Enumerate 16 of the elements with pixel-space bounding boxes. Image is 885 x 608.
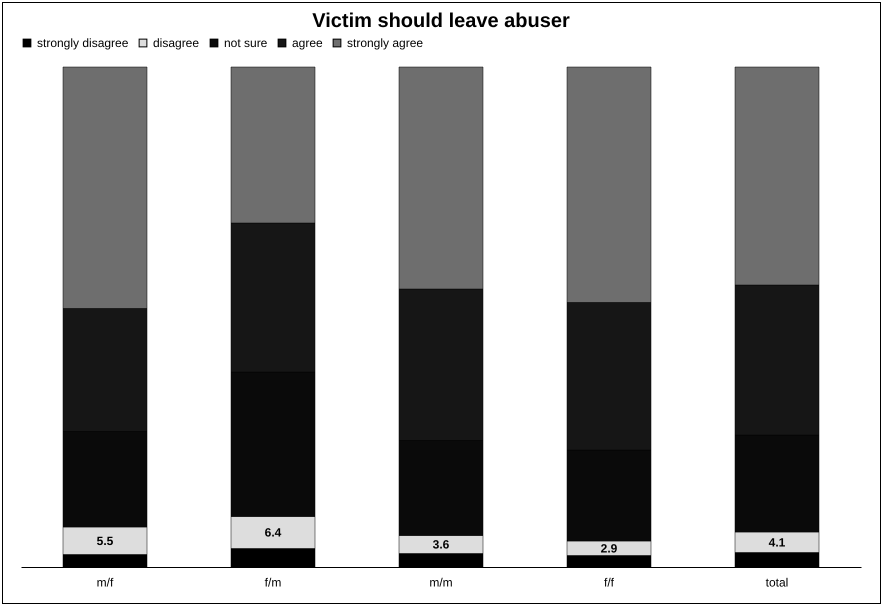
data-label: 4.1: [768, 535, 786, 550]
chart-title: Victim should leave abuser: [312, 10, 570, 32]
x-tick-label: m/f: [96, 576, 114, 590]
data-label: 6.4: [264, 526, 282, 540]
x-tick-label: f/f: [604, 576, 615, 590]
legend-label: not sure: [224, 36, 268, 50]
legend-label: strongly agree: [347, 36, 424, 50]
data-label: 5.5: [96, 534, 114, 548]
data-label: 2.9: [600, 541, 618, 556]
legend-label: strongly disagree: [37, 36, 129, 50]
x-tick-label: total: [766, 576, 788, 590]
legend-label: agree: [292, 36, 324, 50]
x-tick-label: m/m: [429, 576, 453, 590]
x-tick-label: f/m: [264, 576, 282, 590]
data-label: 3.6: [432, 538, 450, 552]
legend-label: disagree: [153, 36, 200, 50]
